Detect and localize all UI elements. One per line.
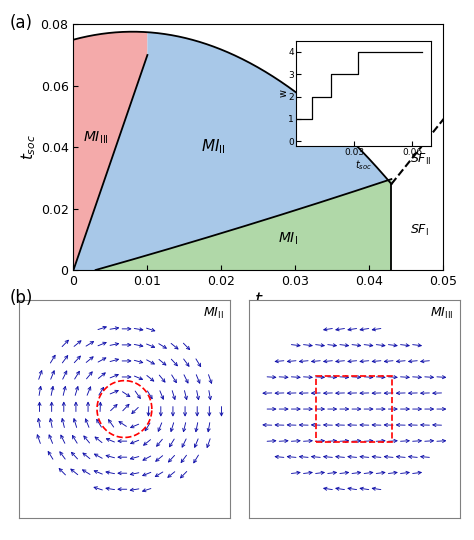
Text: MI$_{\rm II}$: MI$_{\rm II}$ bbox=[203, 306, 224, 321]
Polygon shape bbox=[73, 32, 392, 270]
Polygon shape bbox=[73, 32, 147, 270]
Text: SF$_{\rm I}$: SF$_{\rm I}$ bbox=[410, 222, 429, 238]
Text: MI$_{\rm III}$: MI$_{\rm III}$ bbox=[83, 130, 109, 146]
X-axis label: t: t bbox=[255, 291, 262, 309]
Text: SF$_{\rm II}$: SF$_{\rm II}$ bbox=[410, 152, 431, 167]
Text: (b): (b) bbox=[9, 289, 33, 307]
Text: MI$_{\rm II}$: MI$_{\rm II}$ bbox=[201, 138, 227, 157]
Polygon shape bbox=[96, 179, 392, 270]
Text: MI$_{\rm III}$: MI$_{\rm III}$ bbox=[430, 306, 454, 321]
Text: (a): (a) bbox=[9, 14, 33, 31]
Y-axis label: w: w bbox=[278, 89, 288, 97]
Text: MI$_{\rm I}$: MI$_{\rm I}$ bbox=[278, 231, 298, 247]
X-axis label: $t_{soc}$: $t_{soc}$ bbox=[355, 158, 373, 172]
Y-axis label: $t_{soc}$: $t_{soc}$ bbox=[19, 134, 38, 160]
